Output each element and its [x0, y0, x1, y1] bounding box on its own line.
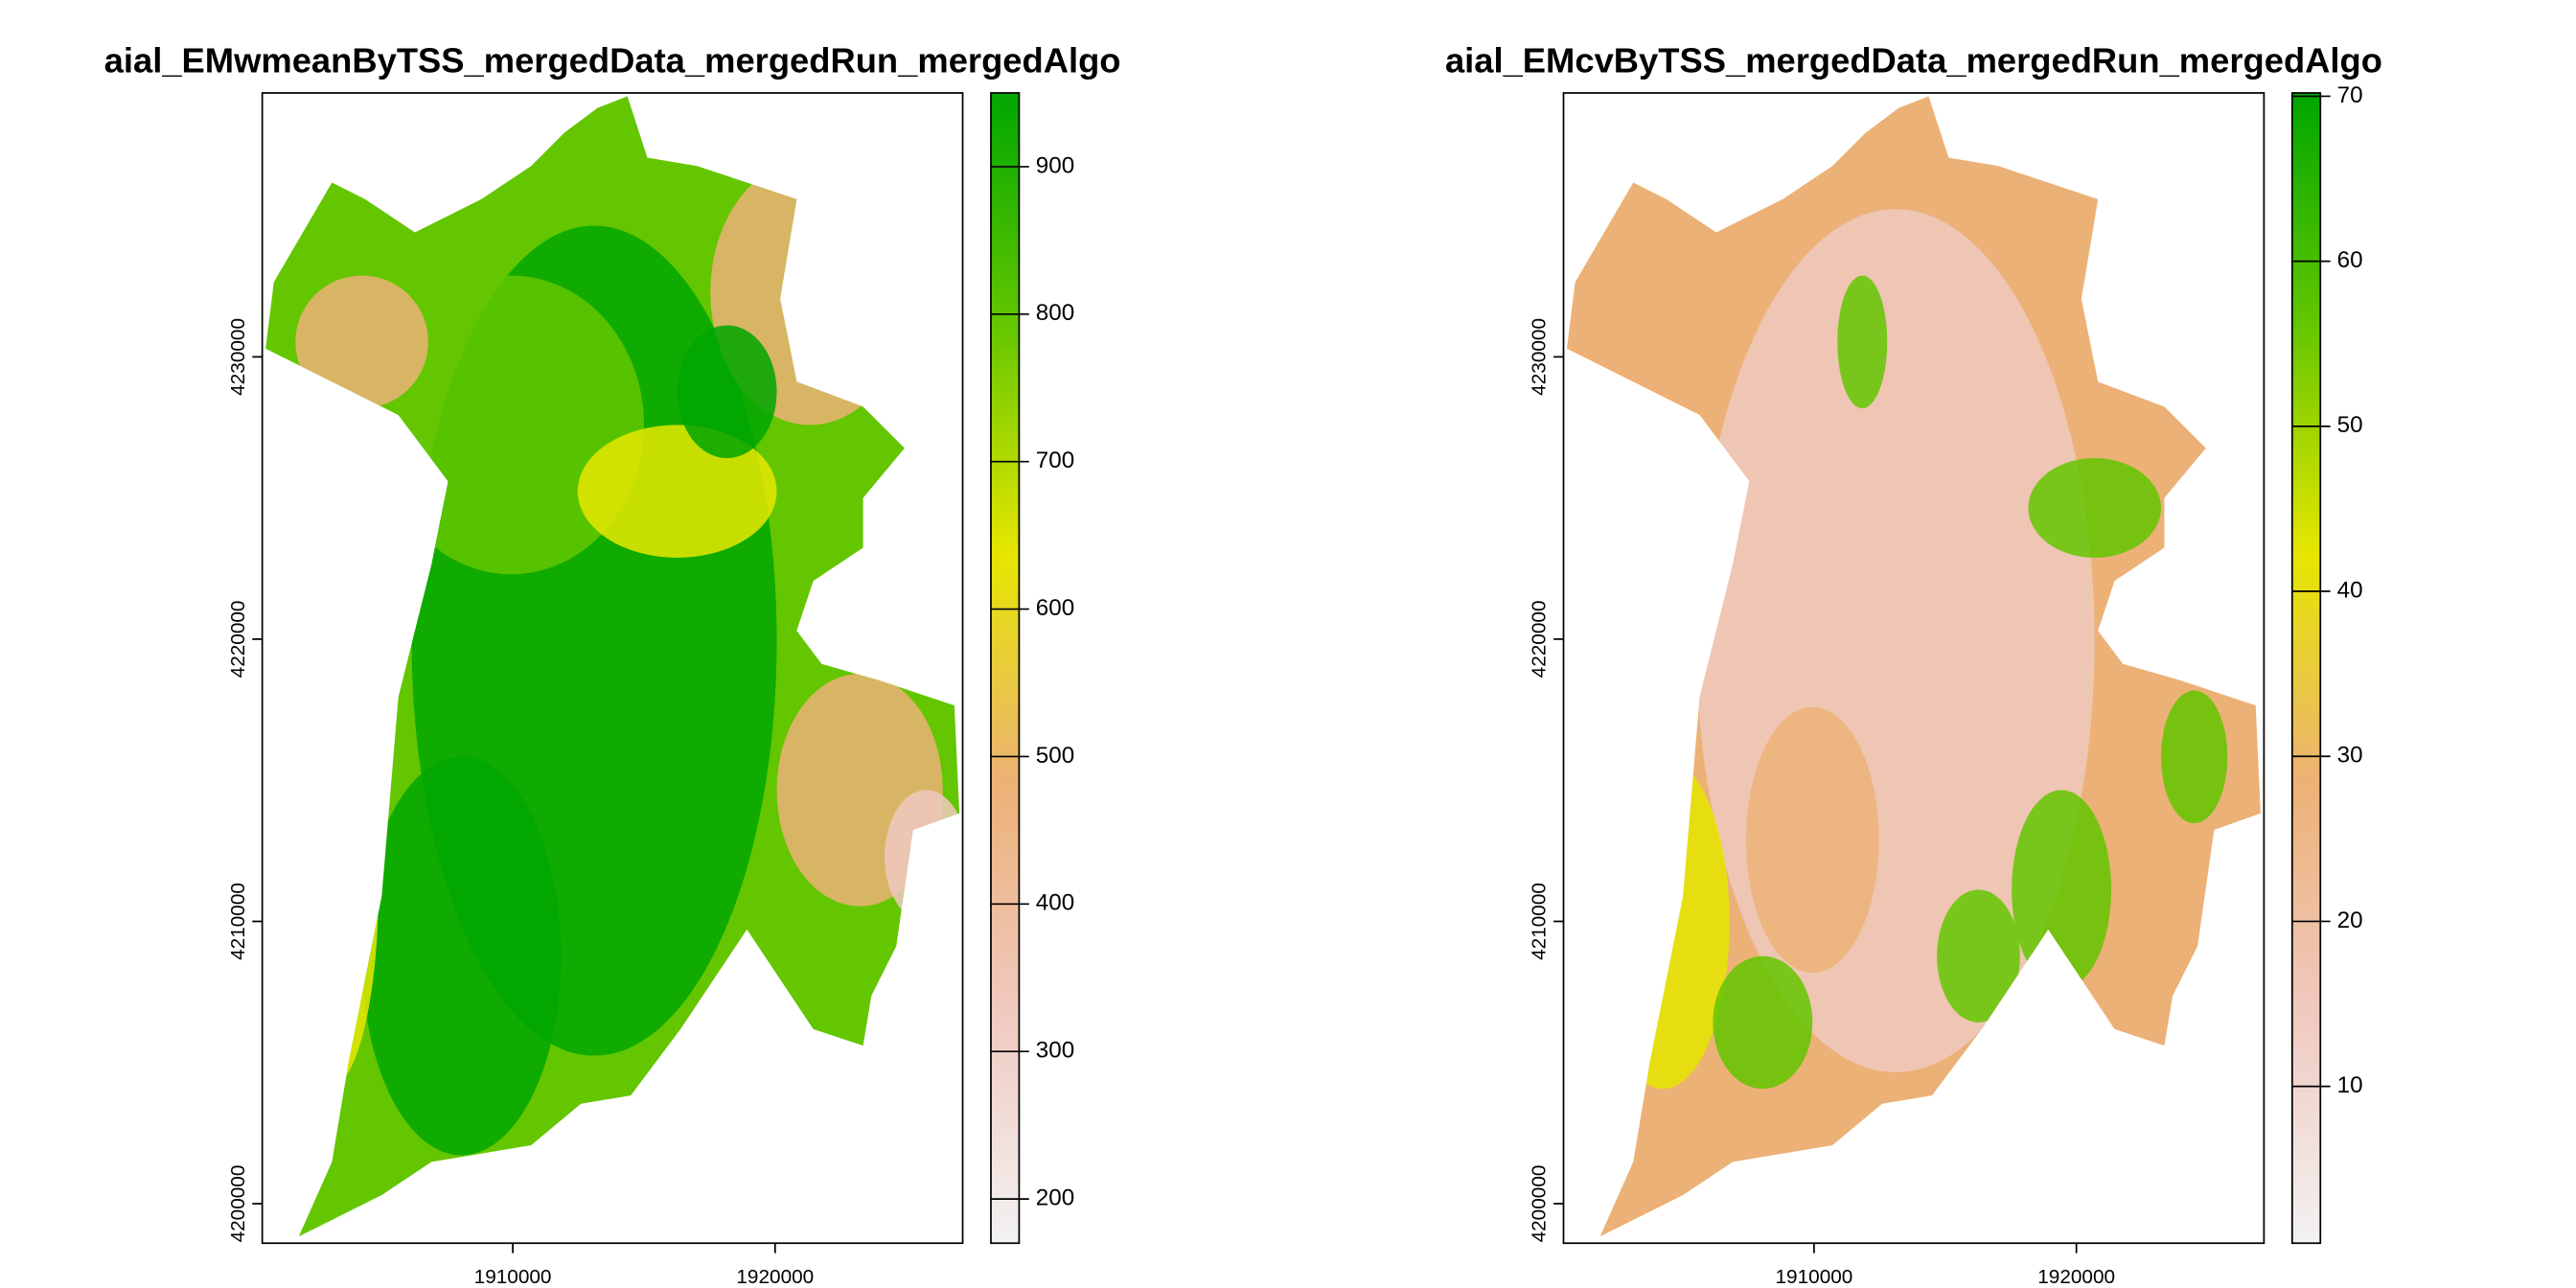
plot-frame	[261, 92, 964, 1245]
y-tick-label: 4230000	[227, 318, 249, 396]
y-tick-label: 4210000	[1529, 883, 1551, 960]
y-tick-label: 4220000	[227, 601, 249, 678]
colorbar-tick-label: 900	[1036, 152, 1074, 178]
colorbar-tick-label: 400	[1036, 890, 1074, 916]
y-tick-label: 4200000	[227, 1165, 249, 1243]
map-panel: aial_EMwmeanByTSS_mergedData_mergedRun_m…	[104, 40, 1121, 1288]
x-tick-label: 1920000	[2037, 1266, 2115, 1288]
raster-patch	[1746, 706, 1879, 973]
raster-patch	[677, 325, 777, 459]
colorbar-tick-label: 10	[2337, 1072, 2363, 1098]
raster-area	[1566, 96, 2261, 1237]
raster-patch	[1597, 756, 1730, 1090]
raster-patch	[1937, 889, 2020, 1023]
colorbar-tick-label: 700	[1036, 448, 1074, 473]
raster-patch	[885, 790, 960, 923]
colorbar-tick-label: 500	[1036, 743, 1074, 769]
raster-patch	[361, 756, 562, 1156]
raster-patch	[2161, 690, 2228, 824]
raster-patch	[2028, 458, 2162, 558]
colorbar-tick-label: 200	[1036, 1184, 1074, 1210]
colorbar-tick-label: 300	[1036, 1038, 1074, 1064]
colorbar-tick-label: 60	[2337, 247, 2363, 273]
x-tick-label: 1910000	[474, 1266, 552, 1288]
chart-title: aial_EMcvByTSS_mergedData_mergedRun_merg…	[1445, 40, 2382, 80]
raster-patch	[2078, 192, 2211, 326]
raster-patch	[776, 674, 943, 907]
colorbar-tick-label: 600	[1036, 595, 1074, 621]
colorbar-tick-label: 40	[2337, 577, 2363, 603]
colorbar-tick-label: 800	[1036, 300, 1074, 326]
chart-title: aial_EMwmeanByTSS_mergedData_mergedRun_m…	[104, 40, 1121, 80]
y-tick-label: 4230000	[1529, 318, 1551, 396]
x-tick-label: 1910000	[1776, 1266, 1853, 1288]
raster-patch	[378, 275, 644, 575]
colorbar-tick-label: 70	[2337, 82, 2363, 108]
y-tick-label: 4200000	[1529, 1165, 1551, 1243]
raster-patch	[278, 690, 379, 1090]
colorbar-tick-label: 30	[2337, 743, 2363, 769]
raster-patch	[1837, 275, 1888, 409]
x-tick-label: 1920000	[736, 1266, 814, 1288]
raster-area	[265, 96, 960, 1237]
y-tick-label: 4210000	[227, 883, 249, 960]
colorbar-tick-label: 50	[2337, 412, 2363, 438]
raster-patch	[1713, 955, 1813, 1090]
colorbar-tick-label: 20	[2337, 908, 2363, 933]
plot-frame	[1562, 92, 2266, 1245]
colorbar	[990, 92, 1021, 1245]
raster-patch	[295, 275, 428, 409]
y-tick-label: 4220000	[1529, 601, 1551, 678]
raster-patch	[2012, 790, 2112, 990]
map-panel: aial_EMcvByTSS_mergedData_mergedRun_merg…	[1445, 40, 2382, 1288]
colorbar	[2290, 92, 2322, 1245]
